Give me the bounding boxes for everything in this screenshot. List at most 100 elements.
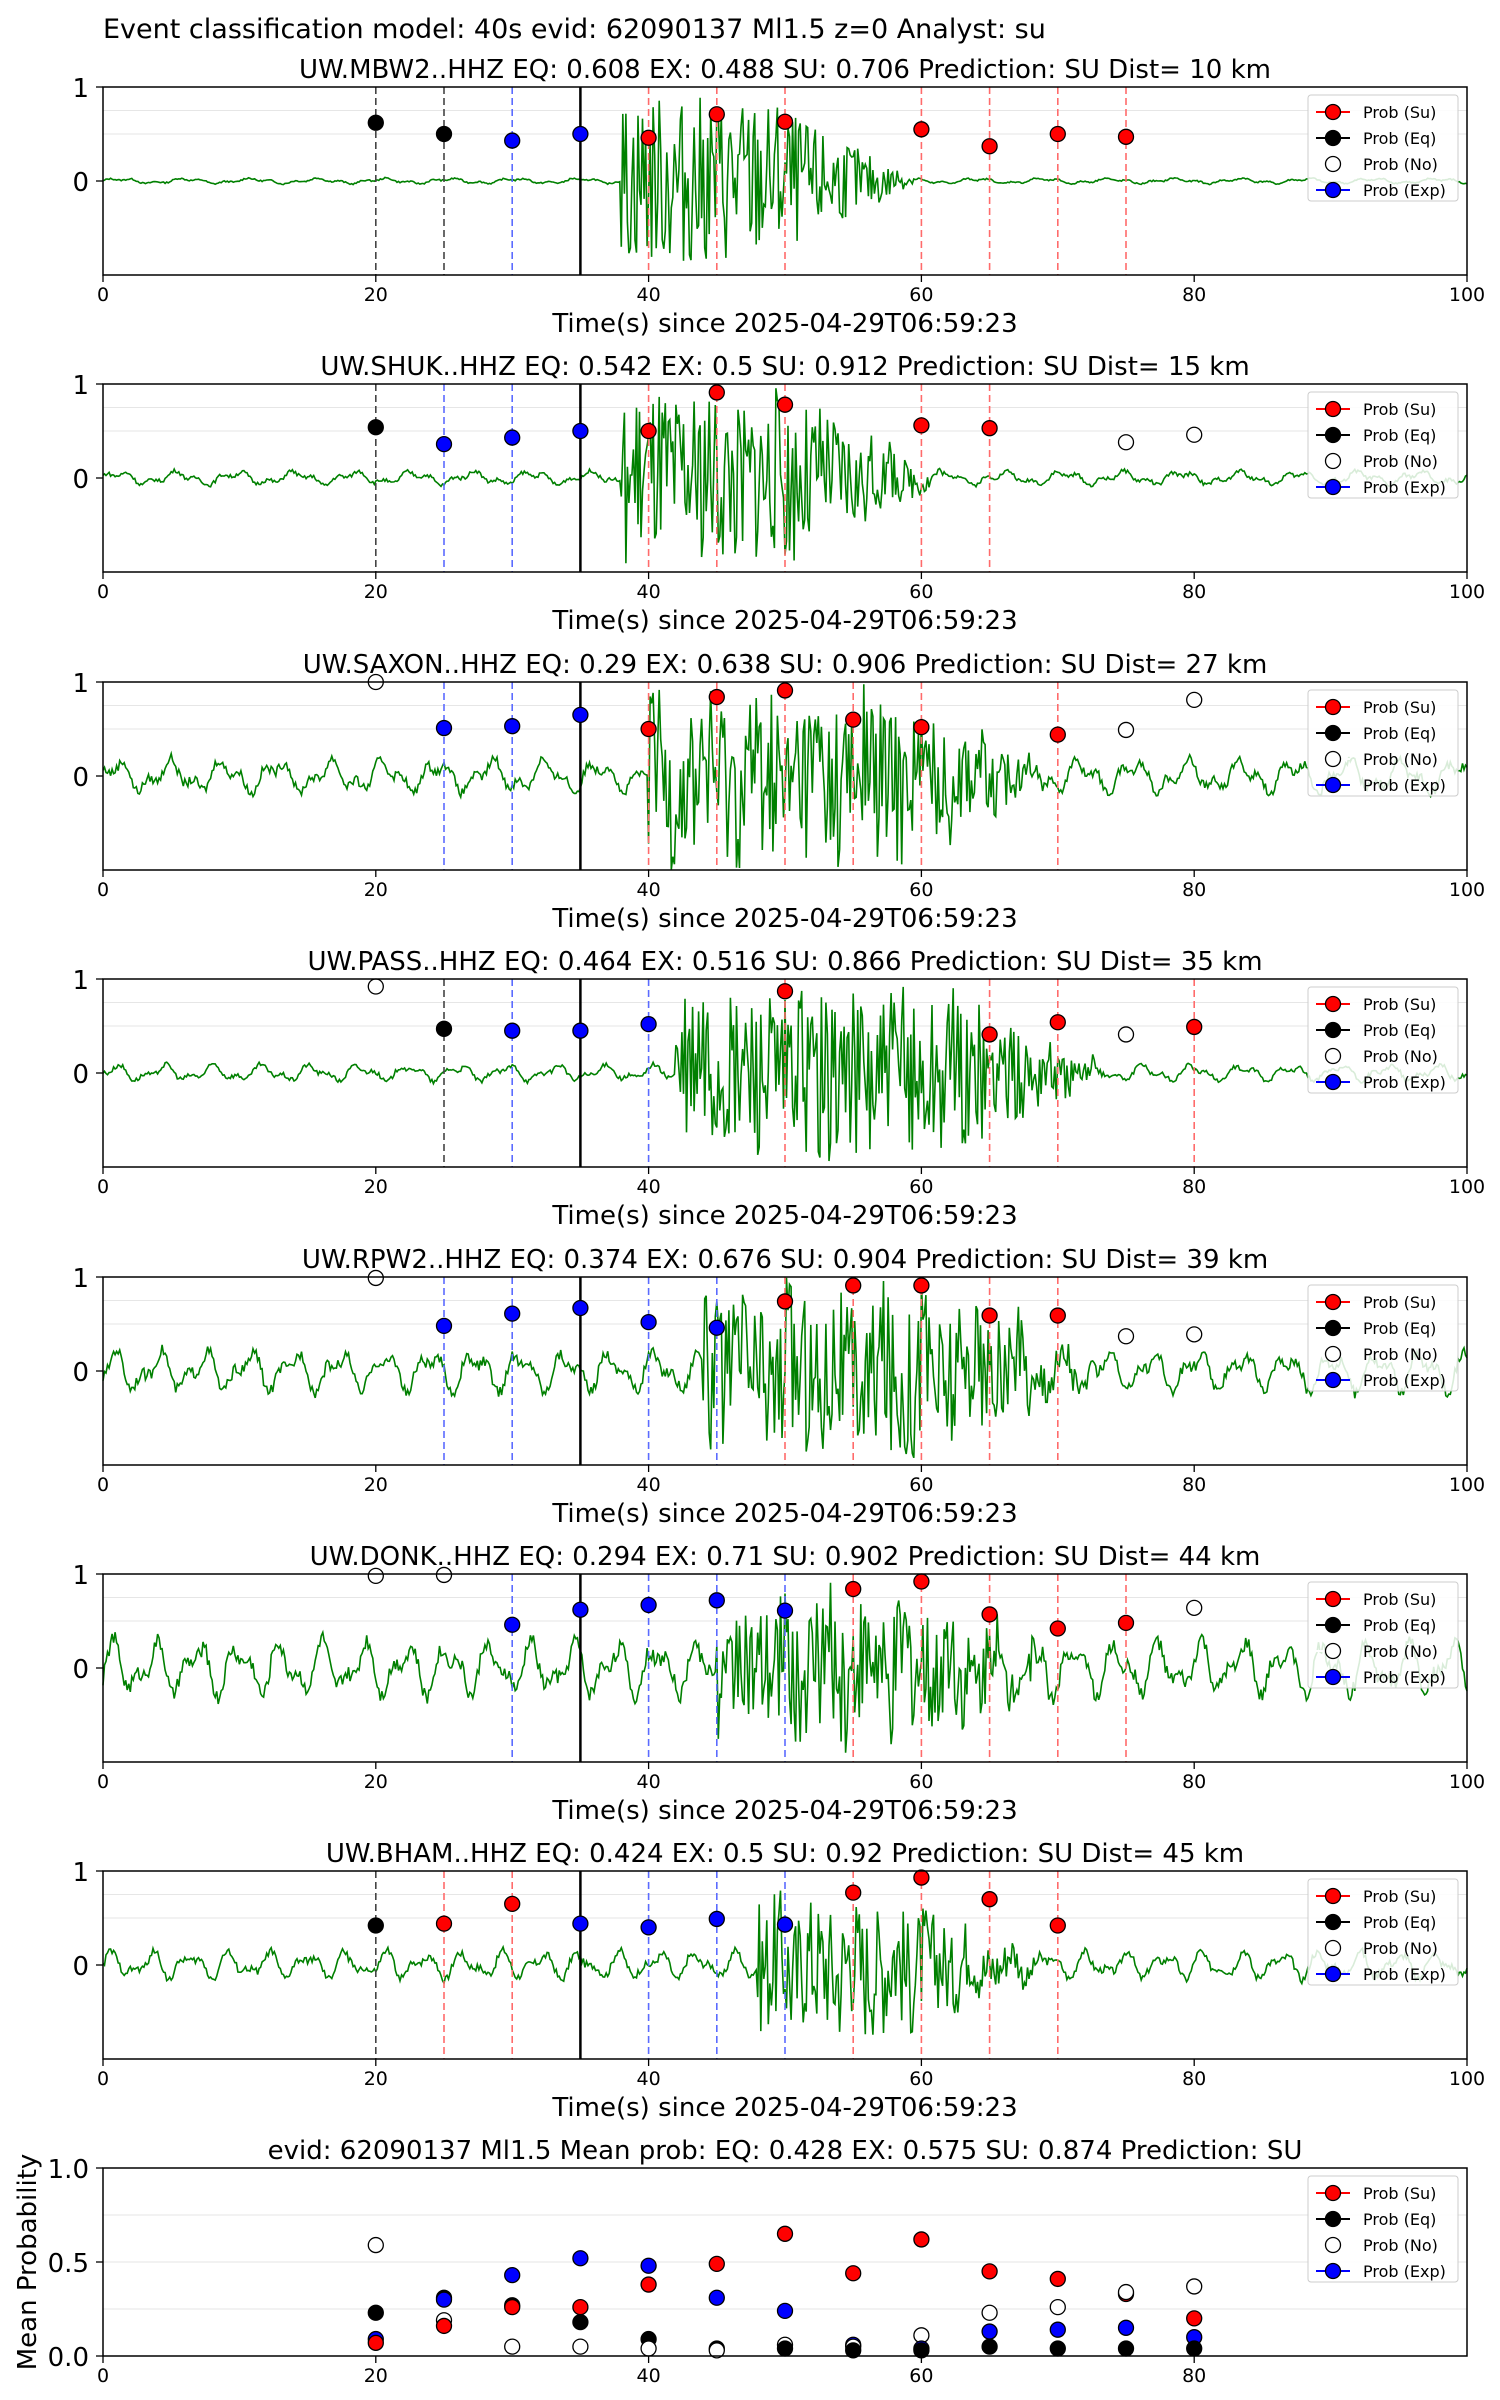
waveform-trace [102, 1582, 1468, 1753]
legend-label-eq: Prob (Eq) [1363, 1319, 1436, 1338]
prob-point-su [776, 983, 794, 1000]
prob-point-exp [981, 2323, 998, 2340]
x-tick-label: 100 [1449, 284, 1485, 306]
x-tick-label: 20 [364, 581, 388, 603]
prob-point-exp [504, 429, 521, 446]
prob-point-exp [504, 1616, 521, 1633]
waveform-trace [102, 97, 1468, 261]
x-tick-label: 40 [637, 879, 661, 901]
panel-title: UW.BHAM..HHZ EQ: 0.424 EX: 0.5 SU: 0.92 … [326, 1839, 1244, 1869]
x-tick-label: 20 [364, 284, 388, 306]
x-tick-label: 0 [97, 1474, 109, 1496]
prob-point-su [913, 718, 930, 736]
prob-point-exp [435, 1317, 453, 1335]
legend-marker-no [1324, 452, 1342, 470]
legend-marker-su [1324, 995, 1342, 1013]
legend-marker-su [1324, 103, 1342, 121]
prob-point-eq [981, 2338, 998, 2355]
x-tick-label: 20 [364, 1474, 388, 1496]
prob-point-su [640, 720, 657, 738]
panel-title: evid: 62090137 Ml1.5 Mean prob: EQ: 0.42… [268, 2136, 1303, 2166]
prob-point-no [1186, 426, 1203, 443]
y-tick-label: 0 [72, 1952, 89, 1982]
x-tick-label: 80 [1182, 1176, 1206, 1198]
panel-title: UW.SHUK..HHZ EQ: 0.542 EX: 0.5 SU: 0.912… [320, 352, 1249, 382]
prob-point-eq [1117, 2340, 1135, 2357]
prob-point-eq [367, 419, 384, 436]
prob-point-no [1117, 721, 1135, 739]
legend-box [1307, 94, 1459, 202]
prob-point-no [504, 2338, 521, 2355]
x-tick-label: 60 [909, 284, 933, 306]
prob-point-exp [640, 1919, 657, 1936]
prob-point-su [435, 1915, 453, 1932]
x-axis-label: Time(s) since 2025-04-29T06:59:23 [551, 1796, 1017, 1826]
prob-point-su [1049, 1917, 1066, 1934]
y-tick-label: 1 [72, 966, 89, 996]
x-tick-label: 40 [637, 284, 661, 306]
prob-point-no [1117, 434, 1135, 451]
legend-label-eq: Prob (Eq) [1363, 1021, 1436, 1040]
legend-box [1307, 1581, 1459, 1689]
prob-point-su [708, 384, 725, 401]
panel-3: UW.PASS..HHZ EQ: 0.464 EX: 0.516 SU: 0.8… [72, 947, 1485, 1231]
x-tick-label: 0 [97, 284, 109, 306]
x-tick-label: 100 [1449, 581, 1485, 603]
prob-point-su [504, 2298, 521, 2316]
prob-point-su [708, 2255, 725, 2273]
prob-point-su [981, 138, 998, 155]
prob-point-su [1049, 1620, 1066, 1637]
figure-title: Event classification model: 40s evid: 62… [103, 14, 1046, 45]
legend-marker-eq [1324, 724, 1342, 742]
legend-label-eq: Prob (Eq) [1363, 724, 1436, 743]
x-axis-label: Time(s) since 2025-04-29T06:59:23 [551, 606, 1017, 636]
prob-point-su [367, 2334, 384, 2351]
prob-point-exp [640, 1015, 657, 1033]
prob-point-su [913, 1277, 930, 1294]
y-tick-label: 1 [72, 1561, 89, 1591]
prob-point-no [1117, 2283, 1135, 2301]
x-tick-label: 60 [909, 2365, 933, 2387]
prob-point-exp [1049, 2321, 1066, 2338]
x-tick-label: 40 [637, 2068, 661, 2090]
legend-box [1307, 1878, 1459, 1986]
prob-point-no [640, 2340, 657, 2357]
prob-point-exp [572, 706, 589, 724]
prob-point-eq [845, 2342, 862, 2359]
prob-point-su [435, 2317, 453, 2335]
x-tick-label: 80 [1182, 1771, 1206, 1793]
legend-label-exp: Prob (Exp) [1363, 776, 1446, 795]
y-tick-label: 0.5 [48, 2249, 89, 2279]
x-tick-label: 80 [1182, 2068, 1206, 2090]
legend-box [1307, 1284, 1459, 1392]
x-tick-label: 0 [97, 2068, 109, 2090]
legend-marker-su [1324, 1293, 1342, 1311]
prob-point-exp [572, 125, 589, 143]
legend-marker-eq [1324, 1616, 1342, 1634]
prob-point-no [435, 1566, 453, 1584]
y-tick-label: 0.0 [48, 2343, 89, 2373]
legend-marker-su [1324, 2184, 1342, 2202]
panel-2: UW.SAXON..HHZ EQ: 0.29 EX: 0.638 SU: 0.9… [72, 650, 1485, 934]
y-tick-label: 1 [72, 74, 89, 104]
legend-marker-eq [1324, 1913, 1342, 1931]
y-axis-label: Mean Probability [13, 2154, 43, 2371]
x-tick-label: 60 [909, 2068, 933, 2090]
prob-point-su [913, 1573, 930, 1590]
prob-point-su [1049, 2270, 1066, 2288]
prob-point-su [572, 2298, 589, 2316]
prob-point-su [708, 106, 725, 123]
panel-4: UW.RPW2..HHZ EQ: 0.374 EX: 0.676 SU: 0.9… [72, 1245, 1485, 1529]
legend-label-no: Prob (No) [1363, 2236, 1438, 2255]
waveform-trace [102, 1277, 1468, 1459]
prob-point-no [367, 2236, 384, 2254]
x-tick-label: 60 [909, 879, 933, 901]
legend-marker-exp [1324, 181, 1342, 199]
prob-point-su [776, 682, 794, 699]
prob-point-exp [640, 2257, 657, 2274]
x-tick-label: 0 [97, 879, 109, 901]
x-tick-label: 60 [909, 1474, 933, 1496]
legend-marker-no [1324, 750, 1342, 768]
legend-marker-exp [1324, 1073, 1342, 1091]
legend-label-su: Prob (Su) [1363, 1590, 1436, 1609]
